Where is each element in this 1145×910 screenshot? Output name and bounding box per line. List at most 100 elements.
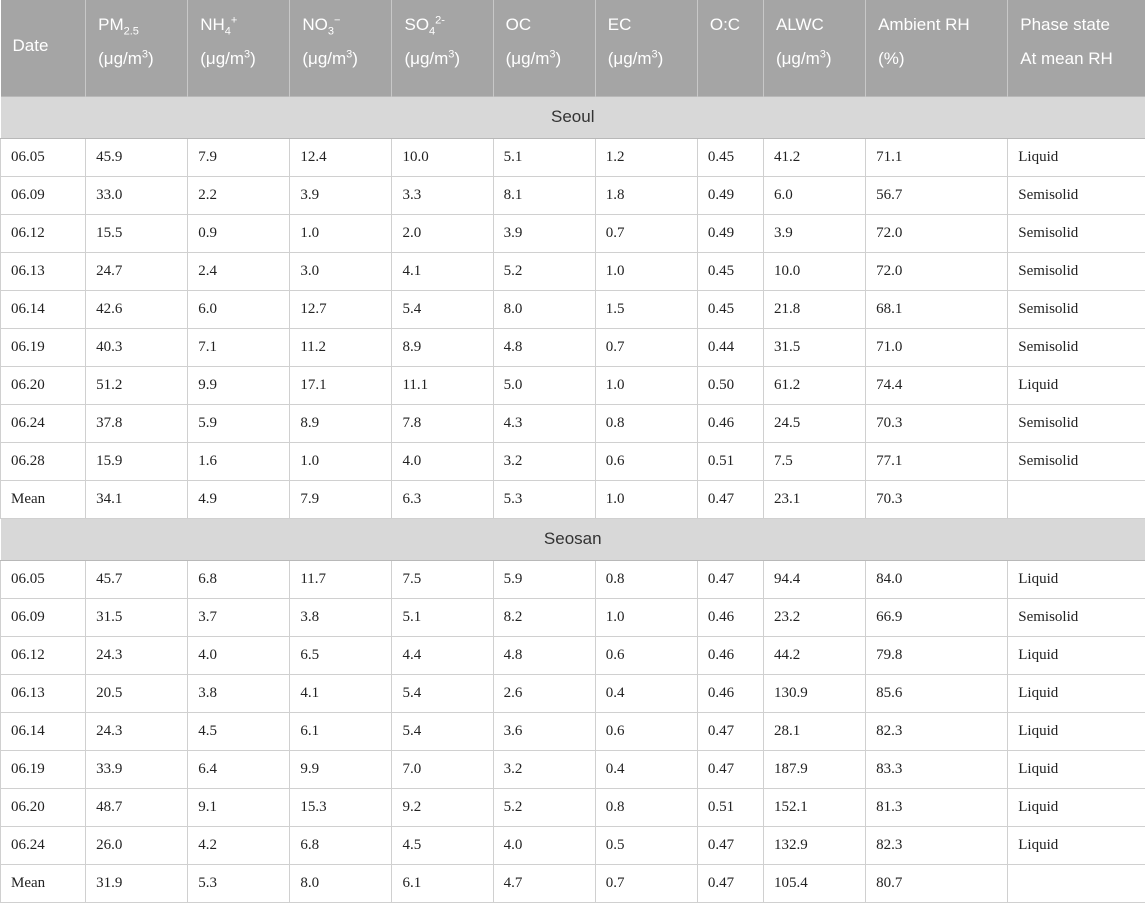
- cell-ec: 0.6: [595, 442, 698, 481]
- cell-phase-state: Liquid: [1007, 636, 1145, 675]
- cell-oc: 4.0: [493, 826, 596, 865]
- cell-oc-ratio: 0.47: [697, 826, 764, 865]
- cell-ambient-rh: 82.3: [865, 712, 1009, 751]
- cell-oc-ratio: 0.47: [697, 480, 764, 519]
- cell-phase-state: Semisolid: [1007, 290, 1145, 329]
- cell-no3: 1.0: [289, 214, 393, 253]
- cell-ec: 1.2: [595, 138, 698, 177]
- cell-ec: 0.8: [595, 560, 698, 599]
- cell-ambient-rh: 82.3: [865, 826, 1009, 865]
- cell-oc: 5.3: [493, 480, 596, 519]
- header-date: Date: [0, 0, 87, 96]
- cell-no3: 15.3: [289, 788, 393, 827]
- cell-ambient-rh: 68.1: [865, 290, 1009, 329]
- cell-ambient-rh: 77.1: [865, 442, 1009, 481]
- header-pm25: PM2.5 (μg/m3): [85, 0, 189, 96]
- header-phase-state: Phase state At mean RH: [1007, 0, 1145, 96]
- cell-ambient-rh: 84.0: [865, 560, 1009, 599]
- cell-ec: 1.0: [595, 598, 698, 637]
- cell-so4: 4.0: [391, 442, 494, 481]
- cell-date: 06.20: [0, 788, 87, 827]
- cell-date: Mean: [0, 480, 87, 519]
- cell-oc: 3.2: [493, 750, 596, 789]
- cell-pm25: 31.5: [85, 598, 189, 637]
- cell-nh4: 6.0: [187, 290, 291, 329]
- cell-date: 06.12: [0, 636, 87, 675]
- cell-ec: 0.6: [595, 636, 698, 675]
- cell-so4: 4.1: [391, 252, 494, 291]
- cell-ambient-rh: 85.6: [865, 674, 1009, 713]
- cell-oc: 4.8: [493, 636, 596, 675]
- cell-oc-ratio: 0.45: [697, 290, 764, 329]
- cell-oc-ratio: 0.46: [697, 674, 764, 713]
- cell-oc-ratio: 0.47: [697, 560, 764, 599]
- cell-pm25: 45.7: [85, 560, 189, 599]
- table-row: 06.12 15.5 0.9 1.0 2.0 3.9 0.7 0.49 3.9 72.0 Semis…: [0, 214, 1145, 253]
- cell-nh4: 4.0: [187, 636, 291, 675]
- cell-pm25: 24.3: [85, 712, 189, 751]
- cell-date: 06.14: [0, 712, 87, 751]
- cell-oc-ratio: 0.46: [697, 636, 764, 675]
- table-header: Date PM2.5 (μg/m3) NH4+ (μg/m3) NO3− (μg…: [0, 0, 1145, 96]
- cell-no3: 6.5: [289, 636, 393, 675]
- cell-pm25: 37.8: [85, 404, 189, 443]
- cell-no3: 11.2: [289, 328, 393, 367]
- cell-phase-state: [1007, 480, 1145, 519]
- cell-ec: 0.7: [595, 864, 698, 903]
- cell-nh4: 2.2: [187, 176, 291, 215]
- table-row: Mean 34.1 4.9 7.9 6.3 5.3 1.0 0.47 23.1 70.3: [0, 480, 1145, 519]
- cell-oc: 5.9: [493, 560, 596, 599]
- table-row: 06.09 31.5 3.7 3.8 5.1 8.2 1.0 0.46 23.2 66.9 Semi…: [0, 598, 1145, 637]
- cell-phase-state: Liquid: [1007, 750, 1145, 789]
- cell-ec: 0.5: [595, 826, 698, 865]
- cell-nh4: 9.9: [187, 366, 291, 405]
- cell-so4: 4.4: [391, 636, 494, 675]
- cell-phase-state: Semisolid: [1007, 214, 1145, 253]
- table-row: 06.09 33.0 2.2 3.9 3.3 8.1 1.8 0.49 6.0 56.7 Semis…: [0, 176, 1145, 215]
- header-oc: OC (μg/m3): [493, 0, 596, 96]
- cell-oc-ratio: 0.51: [697, 442, 764, 481]
- cell-date: 06.28: [0, 442, 87, 481]
- cell-alwc: 10.0: [763, 252, 867, 291]
- cell-ec: 1.0: [595, 252, 698, 291]
- cell-so4: 7.5: [391, 560, 494, 599]
- cell-date: 06.20: [0, 366, 87, 405]
- cell-so4: 3.3: [391, 176, 494, 215]
- cell-so4: 10.0: [391, 138, 494, 177]
- cell-no3: 12.7: [289, 290, 393, 329]
- cell-so4: 4.5: [391, 826, 494, 865]
- cell-pm25: 34.1: [85, 480, 189, 519]
- section-title: Seosan: [0, 517, 1145, 561]
- cell-ec: 1.0: [595, 366, 698, 405]
- cell-date: 06.19: [0, 750, 87, 789]
- cell-phase-state: Semisolid: [1007, 176, 1145, 215]
- cell-ambient-rh: 70.3: [865, 404, 1009, 443]
- cell-so4: 2.0: [391, 214, 494, 253]
- cell-ec: 0.7: [595, 214, 698, 253]
- cell-so4: 7.8: [391, 404, 494, 443]
- cell-pm25: 33.9: [85, 750, 189, 789]
- cell-alwc: 23.2: [763, 598, 867, 637]
- table-row: 06.20 48.7 9.1 15.3 9.2 5.2 0.8 0.51 152.1 81.3 Li…: [0, 788, 1145, 827]
- cell-oc: 2.6: [493, 674, 596, 713]
- cell-no3: 1.0: [289, 442, 393, 481]
- cell-phase-state: Liquid: [1007, 138, 1145, 177]
- cell-pm25: 26.0: [85, 826, 189, 865]
- cell-oc: 8.2: [493, 598, 596, 637]
- cell-no3: 6.8: [289, 826, 393, 865]
- cell-ambient-rh: 72.0: [865, 252, 1009, 291]
- cell-pm25: 48.7: [85, 788, 189, 827]
- cell-no3: 17.1: [289, 366, 393, 405]
- table-row: 06.19 33.9 6.4 9.9 7.0 3.2 0.4 0.47 187.9 83.3 Liq…: [0, 750, 1145, 789]
- cell-alwc: 187.9: [763, 750, 867, 789]
- cell-nh4: 9.1: [187, 788, 291, 827]
- table-row: 06.12 24.3 4.0 6.5 4.4 4.8 0.6 0.46 44.2 79.8 Liqu…: [0, 636, 1145, 675]
- cell-pm25: 24.3: [85, 636, 189, 675]
- cell-nh4: 7.1: [187, 328, 291, 367]
- cell-ambient-rh: 74.4: [865, 366, 1009, 405]
- cell-oc-ratio: 0.49: [697, 176, 764, 215]
- cell-pm25: 45.9: [85, 138, 189, 177]
- cell-phase-state: Semisolid: [1007, 442, 1145, 481]
- cell-oc-ratio: 0.47: [697, 712, 764, 751]
